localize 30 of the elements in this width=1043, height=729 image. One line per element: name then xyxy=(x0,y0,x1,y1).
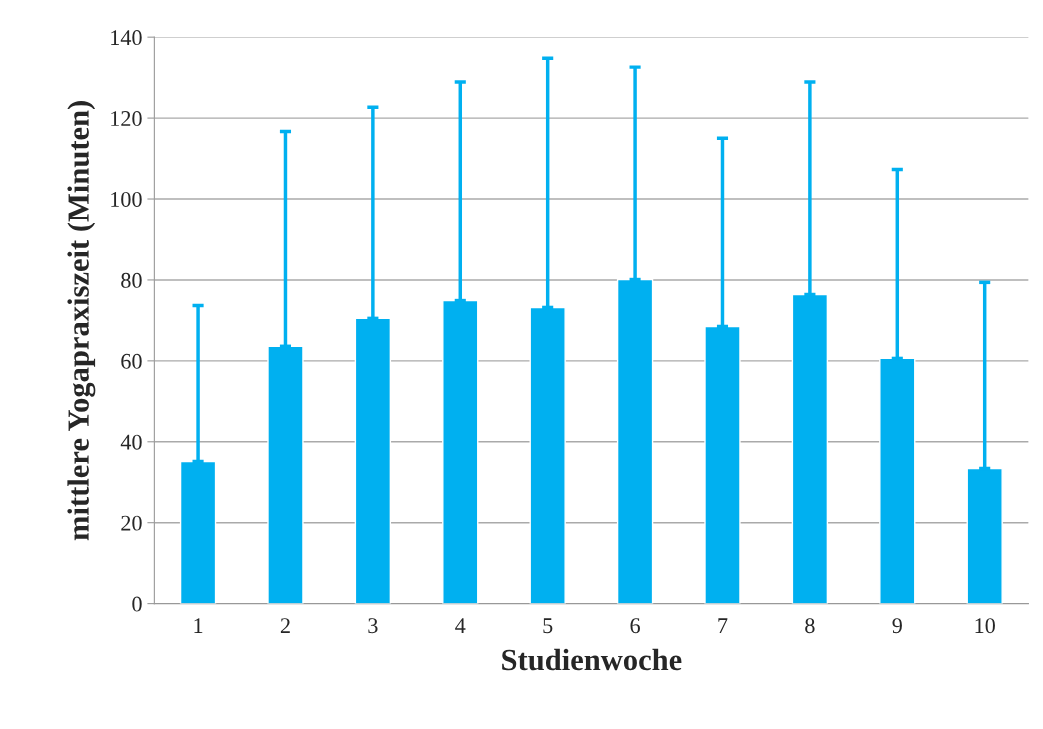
x-tick-label: 9 xyxy=(892,618,902,634)
x-tick-label: 7 xyxy=(718,618,728,633)
x-tick-label: 2 xyxy=(280,618,290,633)
x-tick-label: 1 xyxy=(194,618,203,633)
x-tick-label: 10 xyxy=(975,618,995,634)
bar xyxy=(529,306,566,604)
x-tick-label: 3 xyxy=(368,618,378,634)
x-axis-title: Studienwoche xyxy=(502,648,682,671)
y-tick-label: 20 xyxy=(121,515,142,531)
bar xyxy=(354,317,392,604)
x-tick-label: 5 xyxy=(543,618,553,634)
bar xyxy=(442,299,479,604)
bar xyxy=(879,357,916,604)
y-tick-label: 140 xyxy=(111,30,142,46)
bar xyxy=(966,467,1003,604)
y-tick-label: 120 xyxy=(111,111,142,127)
x-tick-label: 6 xyxy=(630,618,640,634)
bar xyxy=(179,460,217,604)
y-tick-label: 0 xyxy=(132,596,142,612)
x-tick-label: 4 xyxy=(455,618,466,633)
y-tick-label: 80 xyxy=(121,272,142,288)
y-tick-label: 100 xyxy=(111,191,142,207)
bar xyxy=(616,278,654,604)
y-tick-label: 60 xyxy=(121,353,142,369)
x-tick-label: 8 xyxy=(805,618,815,634)
bar xyxy=(267,345,304,604)
bar xyxy=(704,325,741,604)
y-tick-label: 40 xyxy=(120,434,142,450)
bar xyxy=(791,293,829,604)
y-axis-title: mittlere Yogapraxiszeit (Minuten) xyxy=(67,101,96,541)
